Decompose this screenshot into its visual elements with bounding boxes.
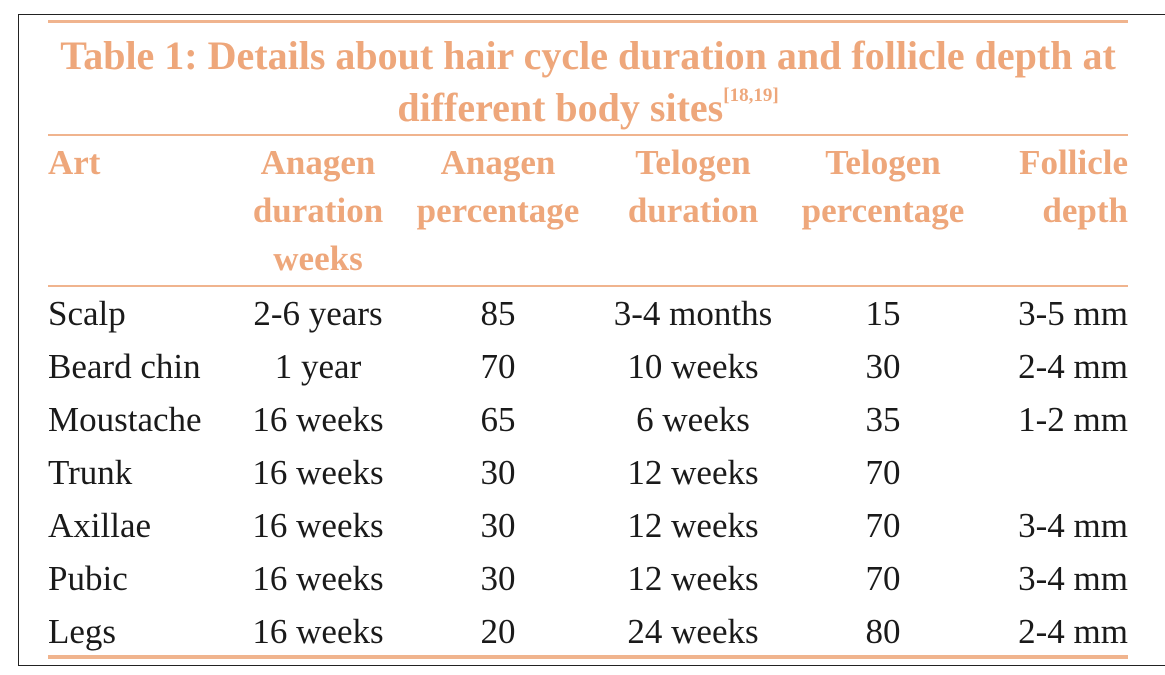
page-frame bbox=[18, 14, 1165, 666]
cell-telogen-percentage: 70 bbox=[865, 559, 901, 598]
title-rule bbox=[48, 134, 1128, 136]
table-row: Trunk 16 weeks 30 12 weeks 70 bbox=[48, 446, 1128, 499]
cell-anagen-duration: 1 year bbox=[274, 347, 362, 386]
cell-anagen-percentage: 85 bbox=[480, 294, 516, 333]
column-header-telogen-duration: Telogen duration bbox=[598, 139, 788, 287]
cell-anagen-percentage: 20 bbox=[480, 612, 516, 651]
cell-body-site: Trunk bbox=[48, 453, 133, 492]
table-row: Pubic 16 weeks 30 12 weeks 70 3-4 mm bbox=[48, 552, 1128, 605]
cell-body-site: Moustache bbox=[48, 400, 202, 439]
cell-anagen-percentage: 65 bbox=[480, 400, 516, 439]
header-line: percentage bbox=[416, 191, 580, 230]
cell-anagen-percentage: 30 bbox=[480, 559, 516, 598]
cell-body-site: Legs bbox=[48, 612, 117, 651]
cell-telogen-duration: 12 weeks bbox=[627, 453, 759, 492]
cell-telogen-duration: 3-4 months bbox=[613, 294, 773, 333]
column-header-art: Art bbox=[48, 139, 238, 287]
cell-body-site: Scalp bbox=[48, 294, 126, 333]
header-row: Art Anagen duration weeks Anagen percent… bbox=[48, 139, 1128, 287]
header-line: duration bbox=[252, 191, 384, 230]
cell-telogen-duration: 6 weeks bbox=[636, 400, 750, 439]
table-row: Moustache 16 weeks 65 6 weeks 35 1-2 mm bbox=[48, 393, 1128, 446]
column-header-telogen-percentage: Telogen percentage bbox=[788, 139, 978, 287]
table-header: Art Anagen duration weeks Anagen percent… bbox=[48, 139, 1128, 287]
cell-telogen-percentage: 70 bbox=[865, 453, 901, 492]
cell-anagen-percentage: 70 bbox=[480, 347, 516, 386]
header-line: Telogen bbox=[825, 143, 941, 182]
column-header-anagen-percentage: Anagen percentage bbox=[398, 139, 598, 287]
cell-telogen-percentage: 35 bbox=[865, 400, 901, 439]
cell-telogen-duration: 12 weeks bbox=[627, 506, 759, 545]
table-row: Legs 16 weeks 20 24 weeks 80 2-4 mm bbox=[48, 605, 1128, 658]
table-row: Axillae 16 weeks 30 12 weeks 70 3-4 mm bbox=[48, 499, 1128, 552]
cell-follicle-depth: 3-5 mm bbox=[1018, 294, 1128, 333]
cell-telogen-duration: 24 weeks bbox=[627, 612, 759, 651]
cell-telogen-percentage: 70 bbox=[865, 506, 901, 545]
column-header-follicle-depth: Follicle depth bbox=[978, 139, 1128, 287]
cell-anagen-percentage: 30 bbox=[480, 453, 516, 492]
header-line: weeks bbox=[273, 239, 363, 278]
cell-body-site: Beard chin bbox=[48, 347, 201, 386]
header-line: Anagen bbox=[260, 143, 376, 182]
table-bottom-rule bbox=[48, 655, 1128, 659]
table-row: Scalp 2-6 years 85 3-4 months 15 3-5 mm bbox=[48, 287, 1128, 340]
cell-anagen-duration: 16 weeks bbox=[252, 506, 384, 545]
cell-anagen-duration: 16 weeks bbox=[252, 400, 384, 439]
header-line: duration bbox=[627, 191, 759, 230]
cell-follicle-depth bbox=[978, 446, 1128, 499]
cell-telogen-percentage: 30 bbox=[865, 347, 901, 386]
cell-anagen-duration: 16 weeks bbox=[252, 559, 384, 598]
cell-follicle-depth: 2-4 mm bbox=[1018, 612, 1128, 651]
table-body: Scalp 2-6 years 85 3-4 months 15 3-5 mm … bbox=[48, 287, 1128, 658]
cell-telogen-duration: 10 weeks bbox=[627, 347, 759, 386]
cell-body-site: Pubic bbox=[48, 559, 128, 598]
cell-follicle-depth: 2-4 mm bbox=[1018, 347, 1128, 386]
table-row: Beard chin 1 year 70 10 weeks 30 2-4 mm bbox=[48, 340, 1128, 393]
cell-telogen-duration: 12 weeks bbox=[627, 559, 759, 598]
cell-anagen-duration: 16 weeks bbox=[252, 612, 384, 651]
cell-follicle-depth: 1-2 mm bbox=[1018, 400, 1128, 439]
header-line: Art bbox=[48, 143, 101, 182]
cell-telogen-percentage: 15 bbox=[865, 294, 901, 333]
cell-anagen-duration: 16 weeks bbox=[252, 453, 384, 492]
column-header-anagen-duration: Anagen duration weeks bbox=[238, 139, 398, 287]
header-rule bbox=[48, 285, 1128, 287]
table-title: Table 1: Details about hair cycle durati… bbox=[48, 30, 1128, 134]
cell-follicle-depth: 3-4 mm bbox=[1018, 506, 1128, 545]
cell-follicle-depth: 3-4 mm bbox=[1018, 559, 1128, 598]
cell-anagen-duration: 2-6 years bbox=[253, 294, 383, 333]
header-line: Anagen bbox=[440, 143, 556, 182]
cell-telogen-percentage: 80 bbox=[865, 612, 901, 651]
cell-body-site: Axillae bbox=[48, 506, 152, 545]
cell-anagen-percentage: 30 bbox=[480, 506, 516, 545]
table-title-text: Table 1: Details about hair cycle durati… bbox=[60, 33, 1116, 130]
header-line: depth bbox=[1042, 191, 1128, 230]
header-line: Telogen bbox=[635, 143, 751, 182]
table-title-reference: [18,19] bbox=[723, 85, 779, 106]
header-line: Follicle bbox=[1019, 143, 1128, 182]
hair-cycle-table: Art Anagen duration weeks Anagen percent… bbox=[48, 139, 1128, 658]
table-top-rule bbox=[48, 20, 1128, 23]
header-line: percentage bbox=[801, 191, 965, 230]
